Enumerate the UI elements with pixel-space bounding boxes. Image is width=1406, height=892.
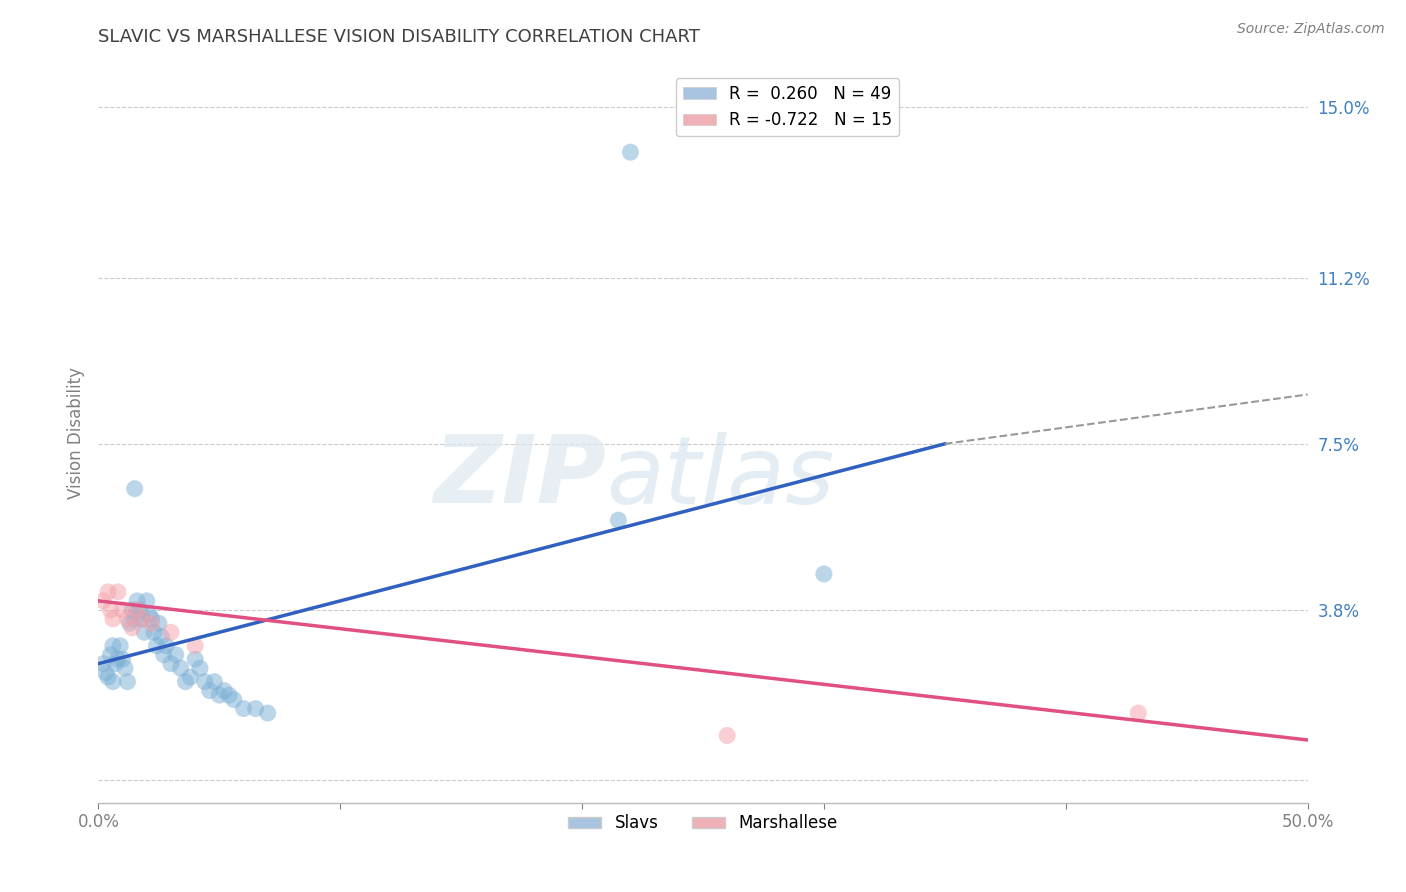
Point [619, 145, 641, 160]
Point [143, 625, 166, 640]
Point [111, 603, 134, 617]
Point [174, 674, 197, 689]
Y-axis label: Vision Disability: Vision Disability [66, 367, 84, 499]
Point [104, 657, 127, 671]
Point [150, 630, 173, 644]
Point [198, 683, 221, 698]
Point [134, 625, 156, 640]
Point [145, 639, 167, 653]
Point [127, 603, 149, 617]
Point [165, 648, 187, 662]
Point [117, 612, 139, 626]
Point [222, 692, 245, 706]
Point [114, 661, 136, 675]
Point [97, 670, 120, 684]
Point [218, 688, 240, 702]
Point [131, 612, 153, 626]
Point [212, 683, 235, 698]
Point [117, 674, 139, 689]
Point [128, 603, 150, 617]
Point [1128, 706, 1150, 720]
Point [91, 657, 114, 671]
Point [716, 729, 738, 743]
Legend: Slavs, Marshallese: Slavs, Marshallese [561, 807, 845, 838]
Text: Source: ZipAtlas.com: Source: ZipAtlas.com [1237, 22, 1385, 37]
Point [194, 674, 217, 689]
Point [813, 566, 835, 581]
Point [127, 594, 149, 608]
Point [184, 652, 207, 666]
Point [121, 621, 143, 635]
Point [148, 616, 170, 631]
Point [135, 594, 157, 608]
Point [256, 706, 278, 720]
Point [245, 701, 267, 715]
Point [179, 670, 201, 684]
Point [141, 616, 163, 631]
Point [101, 674, 124, 689]
Point [141, 612, 163, 626]
Point [204, 674, 226, 689]
Point [188, 661, 211, 675]
Point [184, 639, 207, 653]
Point [607, 513, 630, 527]
Point [160, 657, 183, 671]
Point [208, 688, 231, 702]
Point [232, 701, 254, 715]
Point [108, 639, 131, 653]
Point [131, 612, 153, 626]
Point [160, 625, 183, 640]
Point [152, 648, 174, 662]
Point [97, 585, 120, 599]
Text: ZIP: ZIP [433, 431, 606, 523]
Point [101, 612, 124, 626]
Point [91, 594, 114, 608]
Point [124, 612, 146, 626]
Point [100, 648, 122, 662]
Point [100, 603, 122, 617]
Point [155, 639, 177, 653]
Text: atlas: atlas [606, 432, 835, 523]
Point [118, 616, 141, 631]
Point [94, 665, 117, 680]
Point [107, 585, 129, 599]
Point [124, 482, 146, 496]
Point [121, 603, 143, 617]
Text: SLAVIC VS MARSHALLESE VISION DISABILITY CORRELATION CHART: SLAVIC VS MARSHALLESE VISION DISABILITY … [98, 28, 700, 45]
Point [111, 652, 134, 666]
Point [107, 652, 129, 666]
Point [138, 607, 160, 622]
Point [169, 661, 191, 675]
Point [101, 639, 124, 653]
